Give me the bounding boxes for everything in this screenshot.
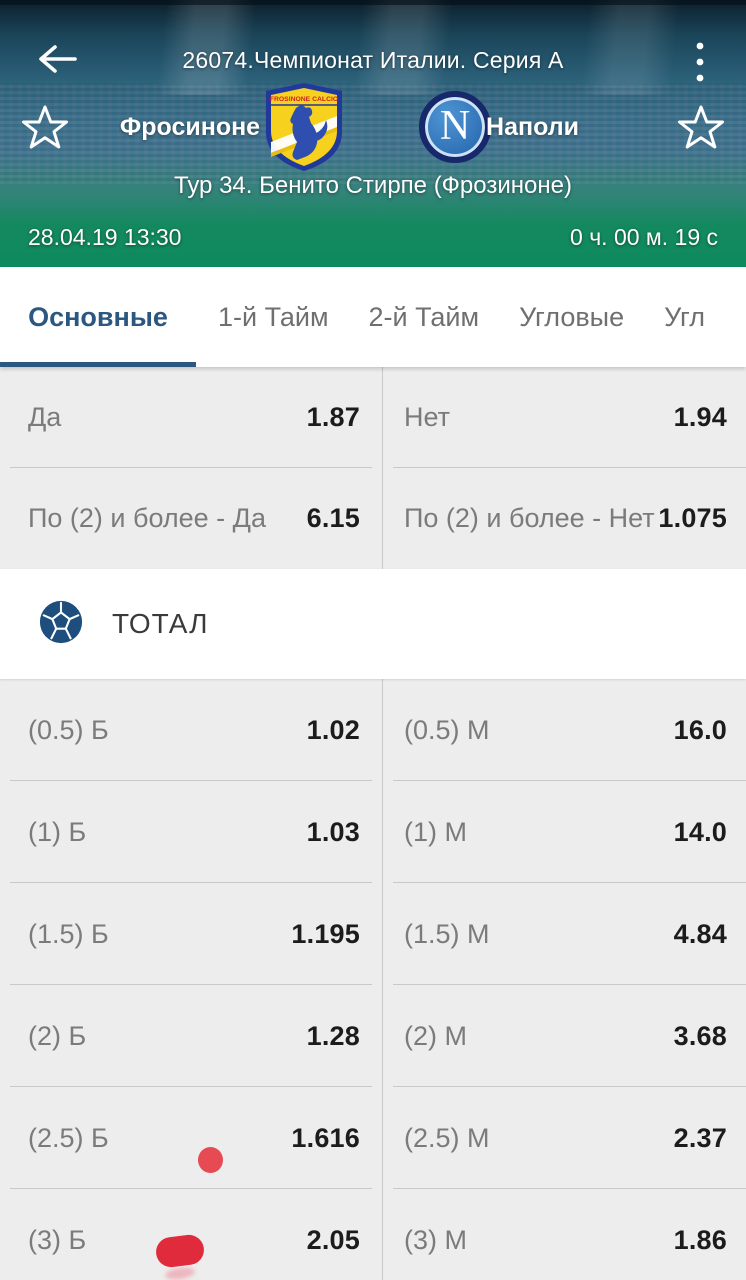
total-section-header: ТОТАЛ — [0, 569, 746, 679]
favorite-away-button[interactable] — [677, 102, 725, 150]
tab-1-й-тайм[interactable]: 1-й Тайм — [218, 301, 329, 332]
odd-value: 1.02 — [306, 714, 360, 745]
market-label: Нет — [404, 402, 450, 432]
menu-button[interactable] — [684, 36, 716, 86]
odd-value: 1.075 — [658, 503, 727, 533]
odd-value: 1.03 — [306, 816, 360, 847]
odd-value: 4.84 — [673, 918, 727, 949]
home-team-logo: FROSINONE CALCIO — [262, 80, 346, 174]
market-label: (3) Б — [28, 1224, 87, 1255]
tab-2-й-тайм[interactable]: 2-й Тайм — [368, 301, 480, 332]
odds-cell[interactable]: (3) Б 2.05 — [0, 1189, 382, 1280]
odds-cell[interactable]: (2) Б 1.28 — [0, 985, 382, 1087]
odds-cell[interactable]: (0.5) Б 1.02 — [0, 679, 382, 781]
napoli-letter: N — [439, 102, 471, 149]
odds-cell[interactable]: (2.5) Б 1.616 — [0, 1087, 382, 1189]
odd-value: 1.616 — [291, 1122, 360, 1153]
odd-value: 2.37 — [673, 1122, 727, 1153]
odds-cell[interactable]: (2) М 3.68 — [382, 985, 746, 1087]
odd-value: 1.87 — [306, 402, 360, 432]
odds-cell[interactable]: Нет 1.94 — [382, 367, 746, 468]
stadium-crowd-texture — [0, 84, 746, 184]
odds-cell[interactable]: (0.5) М 16.0 — [382, 679, 746, 781]
odds-cell[interactable]: (1.5) Б 1.195 — [0, 883, 382, 985]
market-label: (1.5) М — [404, 918, 490, 949]
odds-cell[interactable]: (2.5) М 2.37 — [382, 1087, 746, 1189]
favorite-home-button[interactable] — [21, 102, 69, 150]
odd-value: 2.05 — [306, 1224, 360, 1255]
odd-value: 1.195 — [291, 918, 360, 949]
match-header: 26074.Чемпионат Италии. Серия А Фросинон… — [0, 0, 746, 267]
tab-угл[interactable]: Угл — [664, 301, 706, 332]
page-title: 26074.Чемпионат Италии. Серия А — [182, 47, 564, 73]
back-arrow-icon — [35, 44, 79, 78]
market-label: Да — [28, 402, 62, 432]
market-label: (2.5) М — [404, 1122, 490, 1153]
star-outline-icon — [21, 105, 69, 153]
status-bar-strip — [0, 0, 746, 5]
market-label: (3) М — [404, 1224, 467, 1255]
odds-cell[interactable]: (1.5) М 4.84 — [382, 883, 746, 985]
market-label: (1.5) Б — [28, 918, 109, 949]
odds-cell[interactable]: (1) М 14.0 — [382, 781, 746, 883]
odd-value: 3.68 — [673, 1020, 727, 1051]
market-label: (0.5) М — [404, 714, 490, 745]
odd-value: 6.15 — [306, 503, 360, 533]
tab-угловые[interactable]: Угловые — [519, 301, 625, 332]
tab-основные[interactable]: Основные — [0, 267, 196, 367]
total-section-title: ТОТАЛ — [112, 608, 209, 639]
round-venue-info: Тур 34. Бенито Стирпе (Фрозиноне) — [174, 172, 572, 199]
main-odds-grid: Да 1.87 Нет 1.94 По (2) и более - Да 6.15 По (… — [0, 367, 746, 569]
away-team-name: Наполи — [486, 113, 579, 141]
odd-value: 1.28 — [306, 1020, 360, 1051]
total-odds-grid: (0.5) Б 1.02 (0.5) М 16.0 (1) Б 1.03 (1) М 14.0… — [0, 679, 746, 1280]
market-label: (1) М — [404, 816, 467, 847]
kebab-menu-icon — [693, 42, 707, 89]
market-label: (2.5) Б — [28, 1122, 109, 1153]
odds-cell[interactable]: (3) М 1.86 — [382, 1189, 746, 1280]
soccer-ball-icon — [38, 599, 84, 650]
star-outline-icon — [677, 105, 725, 153]
odd-value: 14.0 — [673, 816, 727, 847]
odds-cell[interactable]: Да 1.87 — [0, 367, 382, 468]
home-team-name: Фросиноне — [119, 113, 261, 141]
odd-value: 1.94 — [673, 402, 727, 432]
odd-value: 16.0 — [673, 714, 727, 745]
match-datetime: 28.04.19 13:30 — [28, 224, 182, 250]
market-tabs: Основные 1-й Тайм 2-й Тайм Угловые Угл — [0, 267, 746, 367]
home-logo-text: FROSINONE CALCIO — [270, 96, 338, 103]
odds-cell[interactable]: (1) Б 1.03 — [0, 781, 382, 883]
market-label: (2) Б — [28, 1020, 87, 1051]
market-label: По (2) и более - Да — [28, 503, 266, 533]
market-label: По (2) и более - Нет — [404, 503, 655, 533]
odd-value: 1.86 — [673, 1224, 727, 1255]
match-countdown: 0 ч. 00 м. 19 с — [570, 224, 718, 250]
away-team-logo: N — [419, 91, 491, 163]
market-label: (2) М — [404, 1020, 467, 1051]
market-label: (1) Б — [28, 816, 87, 847]
odds-cell[interactable]: По (2) и более - Да 6.15 — [0, 468, 382, 569]
back-button[interactable] — [34, 40, 80, 80]
odds-cell[interactable]: По (2) и более - Нет 1.075 — [382, 468, 746, 569]
market-label: (0.5) Б — [28, 714, 109, 745]
